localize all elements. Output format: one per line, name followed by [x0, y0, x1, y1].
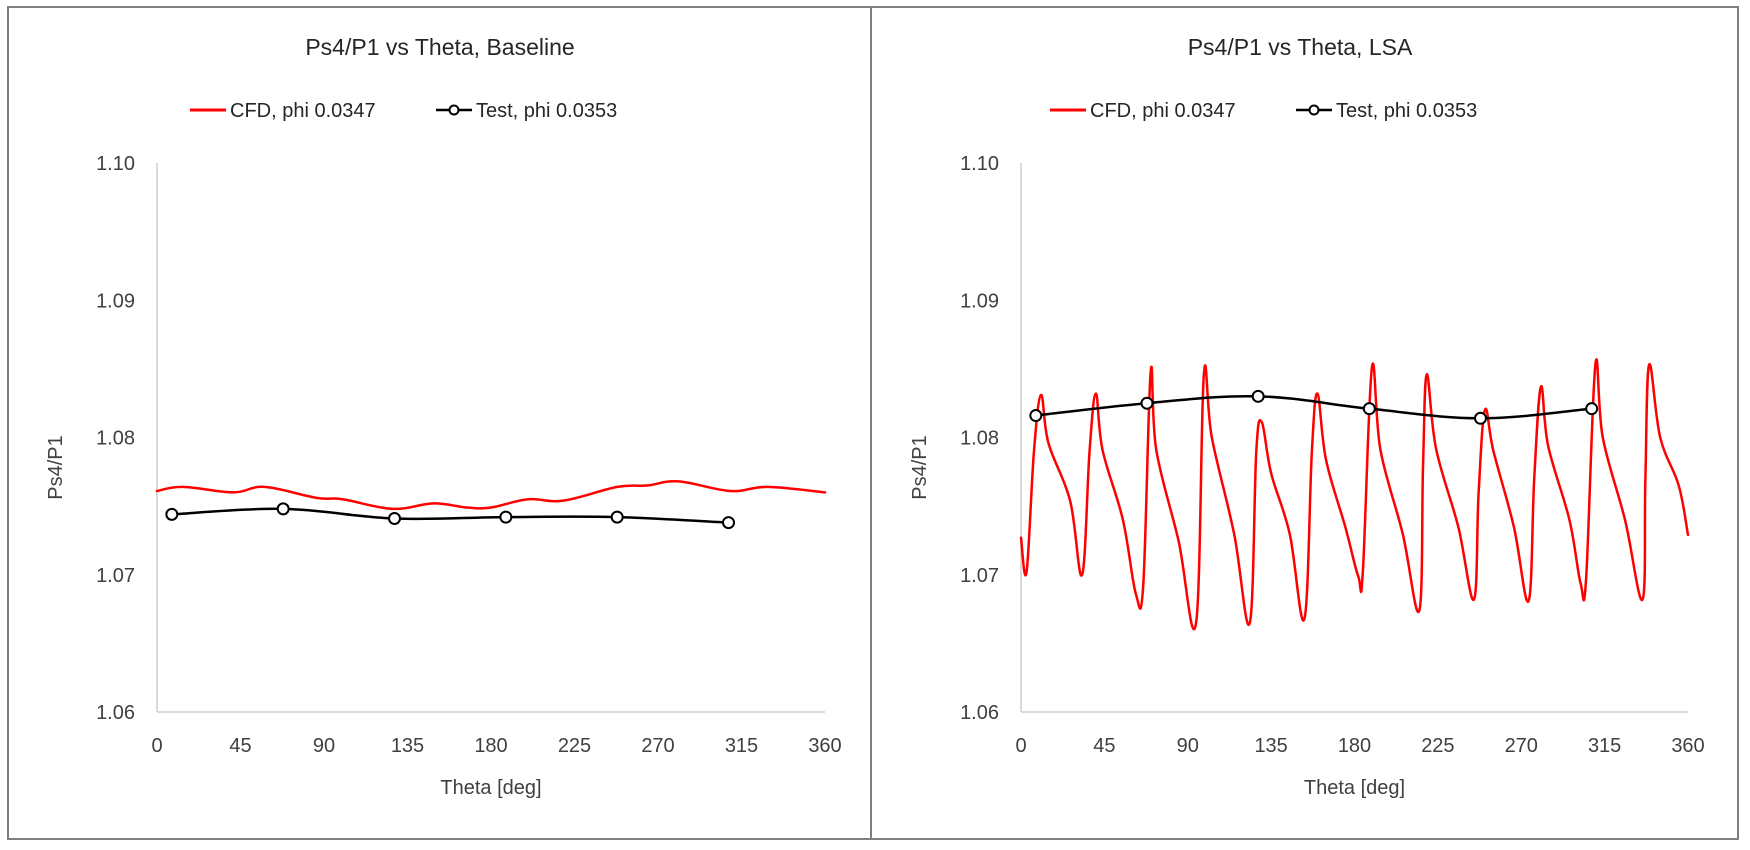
x-tick-label: 135	[391, 735, 424, 757]
legend-item-test: Test, phi 0.0353	[1296, 100, 1477, 122]
series-cfd	[1019, 358, 1690, 631]
x-tick-label: 315	[725, 735, 758, 757]
test-data-point	[165, 507, 179, 521]
y-axis-label: Ps4/P1	[45, 435, 67, 499]
x-tick-label: 315	[1588, 735, 1621, 757]
x-tick-label: 90	[313, 735, 335, 757]
test-data-point	[1585, 402, 1599, 416]
x-tick-label: 0	[1015, 735, 1026, 757]
cfd-line	[155, 480, 827, 511]
y-tick-label: 1.08	[96, 428, 135, 450]
test-data-point	[1362, 402, 1376, 416]
test-line	[1034, 394, 1593, 420]
x-tick-label: 270	[641, 735, 674, 757]
test-data-point	[499, 510, 513, 524]
x-tick-label: 90	[1177, 735, 1199, 757]
test-data-point	[1473, 411, 1487, 425]
test-data-point	[276, 502, 290, 516]
figure-frame	[7, 6, 1739, 840]
y-tick-label: 1.09	[960, 290, 999, 312]
x-tick-label: 45	[229, 735, 251, 757]
legend: CFD, phi 0.0347 Test, phi 0.0353	[190, 100, 617, 122]
legend-label-test: Test, phi 0.0353	[1336, 100, 1477, 122]
legend-marker-test	[448, 104, 460, 116]
test-data-point	[1029, 409, 1043, 423]
x-tick-label: 180	[1338, 735, 1371, 757]
y-axis-label: Ps4/P1	[909, 435, 931, 499]
x-tick-label: 45	[1093, 735, 1115, 757]
x-tick-label: 360	[808, 735, 841, 757]
x-tick-label: 180	[474, 735, 507, 757]
x-tick-label: 225	[1421, 735, 1454, 757]
legend-label-cfd: CFD, phi 0.0347	[1090, 100, 1236, 122]
chart-title: Ps4/P1 vs Theta, Baseline	[305, 34, 574, 60]
x-tick-label: 225	[558, 735, 591, 757]
series-test	[165, 502, 736, 530]
x-tick-label: 135	[1254, 735, 1287, 757]
x-axis-label: Theta [deg]	[1304, 777, 1405, 799]
x-tick-label: 270	[1505, 735, 1538, 757]
test-line	[170, 507, 730, 524]
y-tick-label: 1.07	[960, 565, 999, 587]
y-tick-label: 1.07	[96, 565, 135, 587]
y-tick-label: 1.08	[960, 428, 999, 450]
legend-item-cfd: CFD, phi 0.0347	[1050, 100, 1236, 122]
y-tick-label: 1.09	[96, 290, 135, 312]
test-data-point	[1140, 396, 1154, 410]
test-data-point	[388, 511, 402, 525]
y-tick-label: 1.10	[960, 153, 999, 175]
y-tick-label: 1.06	[960, 702, 999, 724]
test-data-point	[610, 510, 624, 524]
cfd-line	[1019, 358, 1690, 631]
test-data-point	[722, 516, 736, 530]
x-axis-label: Theta [deg]	[440, 777, 541, 799]
legend-marker-test	[1308, 104, 1320, 116]
series-cfd	[155, 480, 827, 511]
test-data-point	[1251, 389, 1265, 403]
legend-item-test: Test, phi 0.0353	[436, 100, 617, 122]
x-tick-label: 360	[1671, 735, 1704, 757]
chart-lsa: Ps4/P1 vs Theta, LSA CFD, phi 0.0347 Test,…	[909, 34, 1705, 799]
legend-label-test: Test, phi 0.0353	[476, 100, 617, 122]
x-tick-label: 0	[151, 735, 162, 757]
chart-title: Ps4/P1 vs Theta, LSA	[1188, 34, 1413, 60]
legend-item-cfd: CFD, phi 0.0347	[190, 100, 376, 122]
chart-baseline: Ps4/P1 vs Theta, Baseline CFD, phi 0.0347…	[45, 34, 842, 799]
legend-label-cfd: CFD, phi 0.0347	[230, 100, 376, 122]
legend: CFD, phi 0.0347 Test, phi 0.0353	[1050, 100, 1477, 122]
y-tick-label: 1.06	[96, 702, 135, 724]
series-test	[1029, 389, 1599, 425]
y-tick-label: 1.10	[96, 153, 135, 175]
